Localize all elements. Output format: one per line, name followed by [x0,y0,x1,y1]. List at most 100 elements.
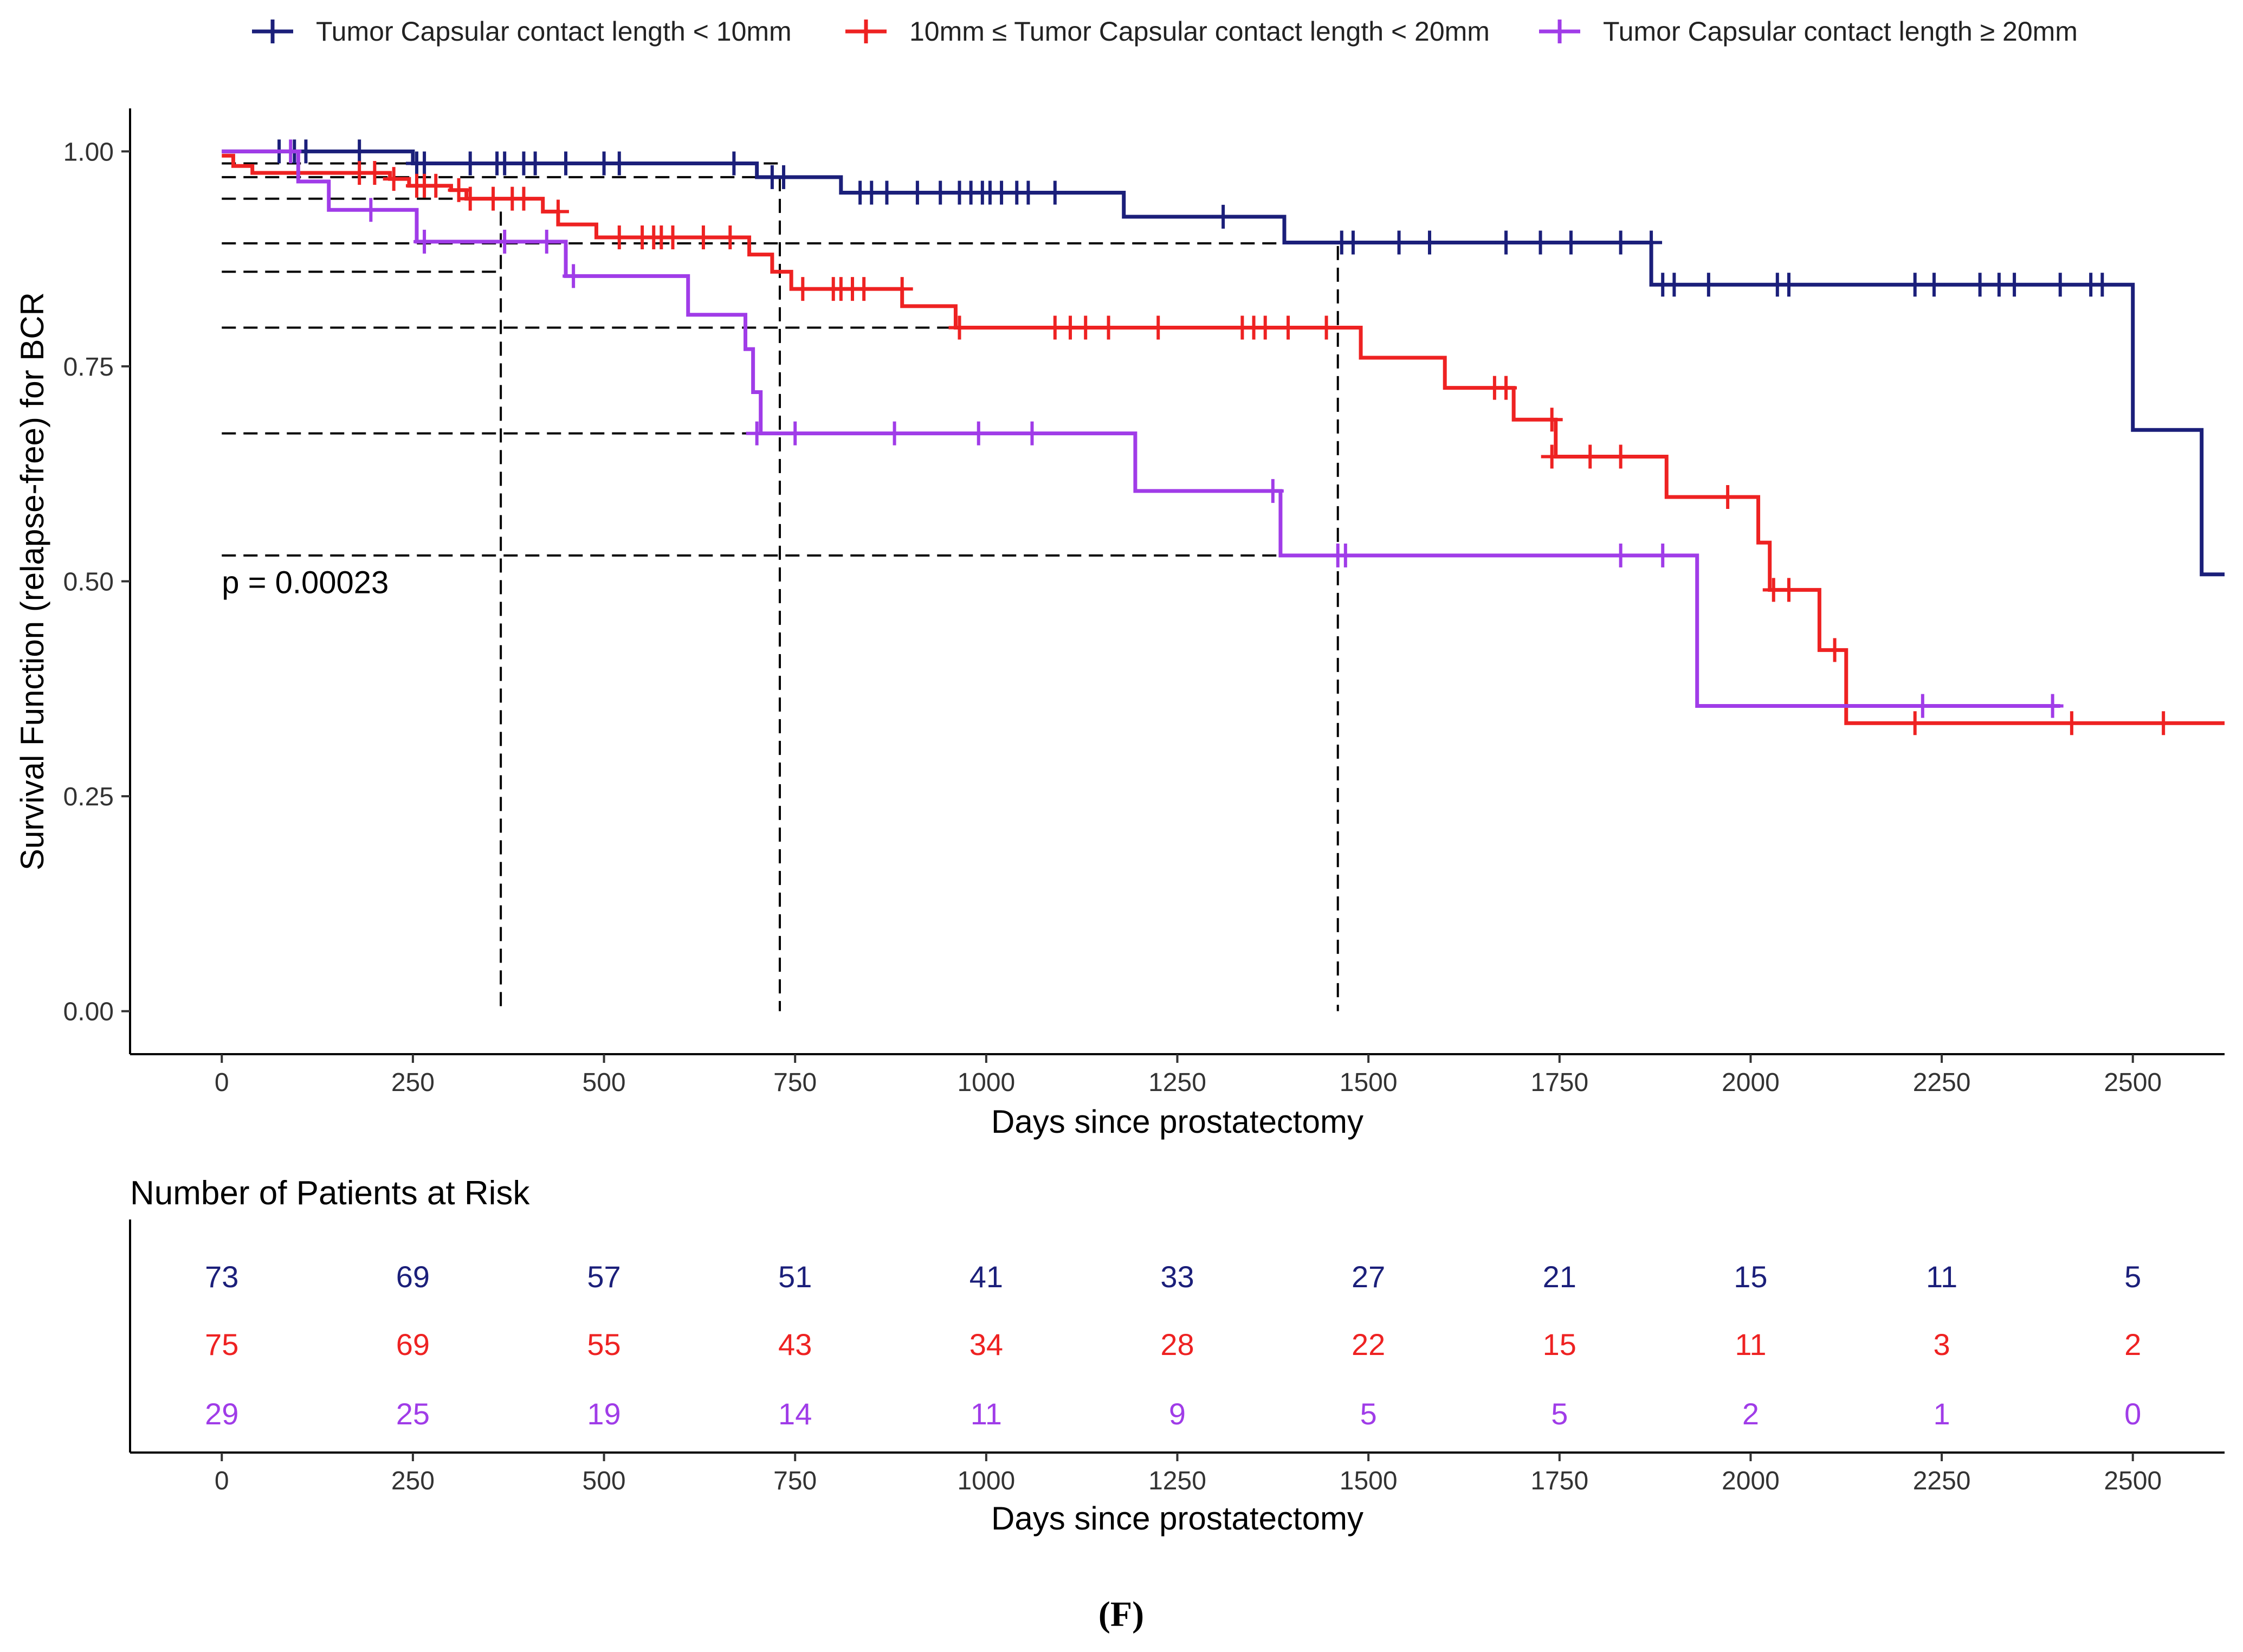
censor-mark [459,151,481,176]
censor-mark [448,178,470,202]
censor-mark [513,186,535,211]
censor-mark [1541,444,1563,469]
censor-mark [608,225,630,249]
risk-x-tick-label: 2250 [1913,1467,1971,1495]
censor-mark [425,173,447,198]
censor-mark [853,277,875,301]
p-value-annotation: p = 0.00023 [222,565,389,601]
censor-mark [784,421,806,446]
censor-mark [1315,315,1337,340]
risk-count: 28 [1160,1327,1194,1361]
censor-mark [1923,273,1945,297]
risk-x-axis-title: Days since prostatectomy [991,1500,1363,1537]
risk-count: 5 [2124,1260,2141,1294]
censor-mark [1579,444,1601,469]
censor-mark [948,315,971,340]
censor-mark [773,165,795,189]
risk-x-tick-label: 750 [773,1467,817,1495]
x-tick-label: 2500 [2104,1068,2162,1097]
censor-mark [1334,543,1356,567]
censor-mark [883,421,906,446]
censor-mark [1609,230,1632,255]
censor-mark [662,225,684,249]
censor-mark [459,186,481,211]
censor-mark [1609,543,1632,567]
risk-x-tick-label: 2000 [1722,1467,1780,1495]
censor-mark [1254,315,1276,340]
censor-mark [413,151,436,176]
risk-x-tick-label: 0 [215,1467,229,1495]
censor-mark [1697,273,1720,297]
risk-row-1: 73 69 57 51 41 33 27 21 15 11 5 [205,1260,2141,1294]
risk-count: 15 [1543,1327,1576,1361]
risk-count: 27 [1352,1260,1385,1294]
series-3 [222,139,2064,718]
x-tick-label: 1750 [1530,1068,1588,1097]
risk-x-tick-label: 2500 [2104,1467,2162,1495]
figure-caption: (F) [1098,1595,1144,1634]
censor-mark [692,225,714,249]
censor-mark [1277,315,1300,340]
x-tick-label: 1500 [1340,1068,1398,1097]
censor-mark [1495,230,1517,255]
censor-mark [1717,485,1739,509]
risk-count: 22 [1352,1327,1385,1361]
censor-mark [1529,230,1552,255]
risk-row-3: 29 25 19 14 11 9 5 5 2 1 0 [205,1397,2141,1431]
legend-label: 10mm ≤ Tumor Capsular contact length < 2… [909,16,1490,47]
censor-mark [1262,479,1284,503]
risk-count: 69 [396,1260,430,1294]
survival-curve [222,149,2225,577]
censor-mark [723,151,745,176]
x-axis-title: Days since prostatectomy [991,1104,1363,1140]
censor-mark [383,167,405,191]
censor-mark [608,151,630,176]
censor-mark [1147,315,1169,340]
x-tick-label: 1000 [957,1068,1015,1097]
censor-mark [792,277,814,301]
risk-count: 2 [2124,1327,2141,1361]
risk-count: 5 [1551,1397,1568,1431]
censor-mark [906,180,928,205]
censor-mark [929,180,952,205]
censor-mark [1075,315,1097,340]
risk-count: 75 [205,1327,238,1361]
x-tick-label: 250 [391,1068,435,1097]
series-1 [222,139,2225,577]
censor-mark [280,139,302,164]
censor-mark [494,229,516,254]
y-tick-label: 0.25 [63,783,114,811]
censor-mark [1904,273,1926,297]
censor-mark [555,151,577,176]
censor-mark [482,186,505,211]
censor-mark [1212,204,1234,229]
risk-count: 33 [1160,1260,1194,1294]
censor-mark [719,225,741,249]
censor-mark [1969,273,1991,297]
censor-mark [2152,711,2175,735]
legend-label: Tumor Capsular contact length ≥ 20mm [1603,16,2078,47]
censor-mark [1495,376,1517,400]
censor-mark [1560,230,1582,255]
risk-count: 19 [587,1397,620,1431]
censor-mark [535,229,558,254]
risk-table-title: Number of Patients at Risk [130,1175,530,1212]
reference-lines [222,162,1339,1011]
censor-mark [1541,408,1563,432]
legend-item: Tumor Capsular contact length < 10mm [252,16,792,47]
legend-label: Tumor Capsular contact length < 10mm [316,16,792,47]
censor-mark [2091,273,2113,297]
censor-mark [1824,638,1846,662]
censor-mark [2049,273,2071,297]
legend-item: 10mm ≤ Tumor Capsular contact length < 2… [845,16,1490,47]
censor-mark [1418,230,1440,255]
risk-count: 55 [587,1327,620,1361]
risk-x-tick-label: 250 [391,1467,435,1495]
y-axis-title: Survival Function (relapse-free) for BCR [14,292,50,870]
survival-curve [222,149,2060,708]
x-tick-label: 2250 [1913,1068,1971,1097]
y-tick-label: 0.75 [63,353,114,382]
censor-mark [547,199,569,224]
legend: Tumor Capsular contact length < 10mm 10mm… [252,16,2078,47]
